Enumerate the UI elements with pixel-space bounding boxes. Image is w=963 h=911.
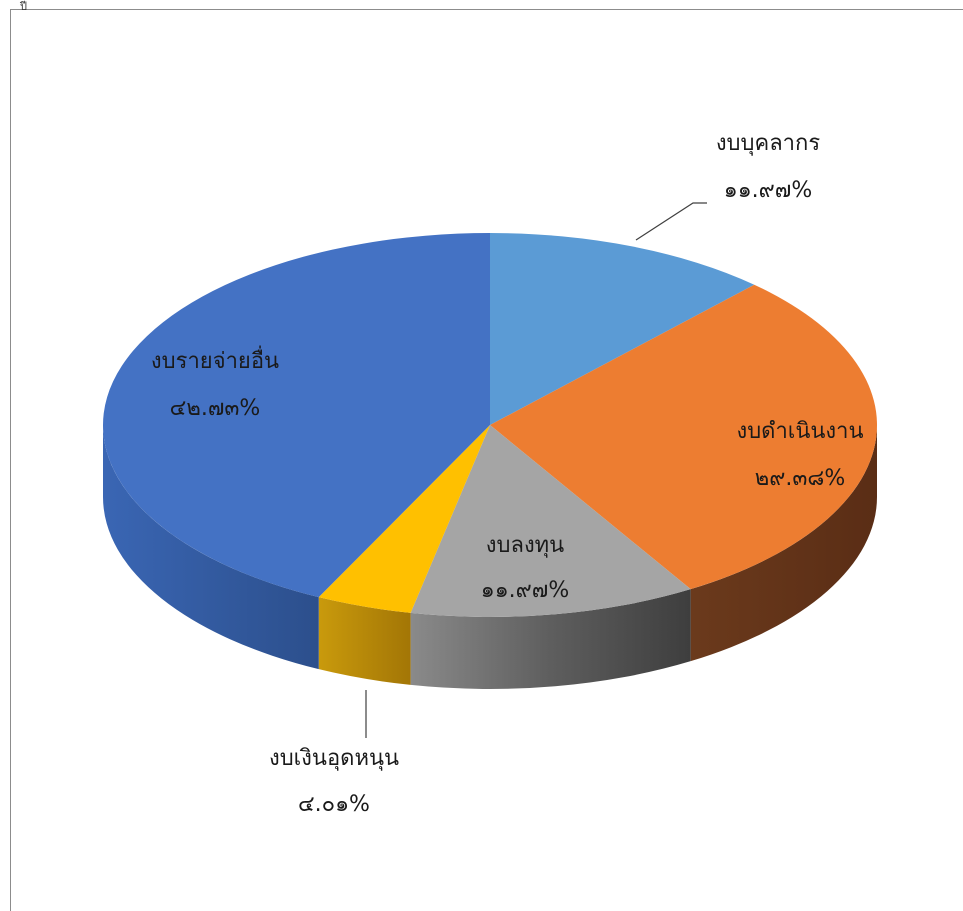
slice-name-label: งบบุคลากร [716, 131, 821, 156]
pie-side-2 [410, 589, 691, 689]
pie-slice-4 [102, 233, 490, 598]
pie-slice-0 [490, 233, 755, 425]
leader-line-0 [635, 202, 707, 241]
corner-mark: ปี [20, 0, 27, 13]
slice-name-label: งบลงทุน [486, 533, 564, 558]
pie-side-4 [103, 425, 319, 670]
pie-slice-3 [318, 425, 490, 613]
slice-value-label: ๔๒.๗๓% [170, 396, 261, 421]
pie-slice-2 [410, 425, 691, 617]
pie-side-1 [690, 425, 877, 662]
pie-slice-1 [490, 284, 877, 590]
slice-name-label: งบเงินอุดหนุน [269, 746, 399, 771]
slice-value-label: ๔.๐๑% [298, 792, 370, 817]
slice-value-label: ๑๑.๙๗% [481, 578, 569, 603]
slice-name-label: งบดำเนินงาน [736, 419, 863, 444]
slice-value-label: ๑๑.๙๗% [724, 178, 812, 203]
slice-value-label: ๒๙.๓๘% [755, 466, 846, 491]
slice-name-label: งบรายจ่ายอื่น [151, 345, 279, 374]
chart-frame [10, 9, 963, 911]
pie-side-3 [318, 597, 411, 685]
